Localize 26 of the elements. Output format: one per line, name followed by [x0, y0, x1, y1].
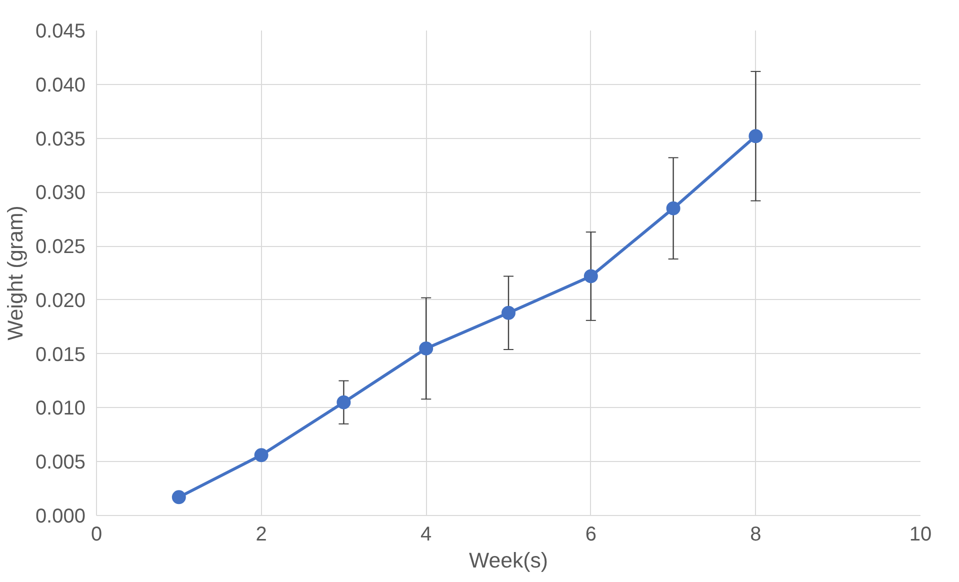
y-axis-title: Weight (gram): [3, 206, 28, 340]
point: [419, 341, 434, 356]
y-tick-label: 0.010: [35, 398, 86, 420]
point: [336, 395, 351, 410]
point: [666, 201, 680, 216]
x-tick-label: 4: [420, 524, 432, 546]
point: [584, 269, 598, 284]
point: [254, 448, 268, 462]
x-axis-title: Week(s): [469, 548, 548, 572]
y-tick-label: 0.000: [35, 506, 86, 528]
y-tick-label: 0.005: [35, 452, 86, 474]
y-tick-label: 0.040: [35, 74, 86, 96]
x-tick-label: 6: [585, 524, 596, 546]
point: [502, 306, 516, 320]
x-tick-label: 10: [909, 524, 932, 546]
y-tick-label: 0.045: [35, 20, 86, 42]
y-tick-label: 0.025: [35, 236, 86, 258]
y-tick-label: 0.020: [35, 290, 86, 312]
x-tick-label: 0: [90, 524, 102, 546]
x-tick-label: 2: [256, 524, 267, 546]
point: [172, 490, 186, 504]
y-tick-label: 0.035: [35, 128, 86, 150]
x-tick-label: 8: [750, 524, 762, 546]
y-tick-label: 0.030: [35, 182, 86, 204]
y-tick-label: 0.015: [35, 344, 86, 366]
point: [748, 129, 763, 144]
